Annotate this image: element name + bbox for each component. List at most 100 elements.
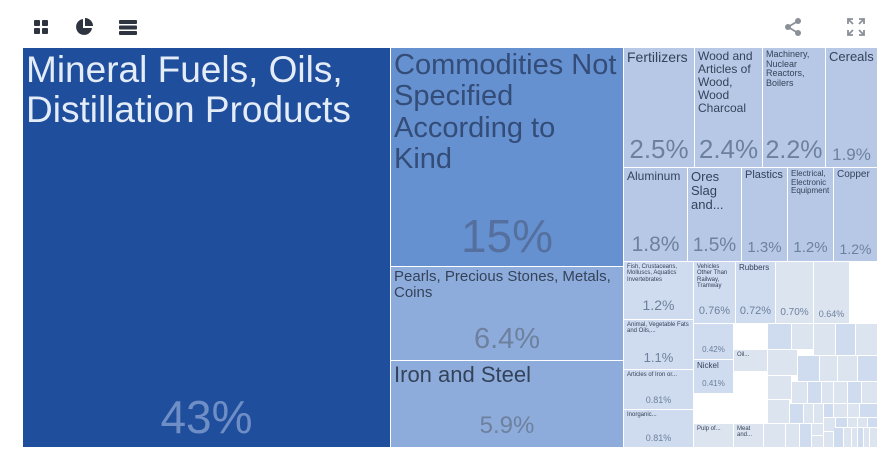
treemap-cell-articles-of-iron-or[interactable]: Articles of Iron or... 0.81% bbox=[624, 370, 694, 410]
fullscreen-icon[interactable] bbox=[843, 14, 869, 40]
treemap-small-cell[interactable] bbox=[834, 404, 848, 418]
treemap-cell-value: 6.4% bbox=[473, 323, 541, 355]
treemap-cell-value: 0.42% bbox=[702, 345, 725, 354]
treemap-cell-label: Fish, Crustaceans, Molluscs, Aquatics In… bbox=[627, 264, 678, 283]
treemap-small-cell[interactable] bbox=[856, 324, 878, 356]
treemap-cell-value: 43% bbox=[160, 391, 253, 443]
treemap-cell-fertilizers[interactable]: Fertilizers 2.5% bbox=[624, 48, 695, 168]
treemap-cell-aluminum[interactable]: Aluminum 1.8% bbox=[624, 168, 688, 262]
treemap-small-cell[interactable] bbox=[858, 356, 878, 382]
treemap-small-cell[interactable] bbox=[836, 324, 856, 356]
treemap-cell-pulp-of[interactable]: Pulp of... bbox=[694, 424, 734, 448]
treemap-cell-animal-vegetable-fats-and-oils[interactable]: Animal, Vegetable Fats and Oils,... 1.1% bbox=[624, 320, 694, 370]
treemap-cell-fish-crustaceans-molluscs-aquatics-invertebrates[interactable]: Fish, Crustaceans, Molluscs, Aquatics In… bbox=[624, 262, 694, 320]
treemap-cell-label: Mineral Fuels, Oils, Distillation Produc… bbox=[26, 49, 351, 130]
treemap-cell-value: 0.72% bbox=[739, 305, 772, 317]
treemap-cell-oil[interactable]: Oil... bbox=[734, 350, 768, 372]
treemap-cell-item-19[interactable]: 0.42% bbox=[694, 324, 734, 360]
treemap-cell-label: Plastics bbox=[745, 169, 783, 181]
treemap-cell-nickel[interactable]: Nickel 0.41% bbox=[694, 360, 734, 394]
treemap-cell-item-17[interactable]: 0.64% bbox=[814, 262, 850, 324]
treemap-small-cell[interactable] bbox=[792, 324, 814, 350]
treemap-cell-ores-slag-and[interactable]: Ores Slag and... 1.5% bbox=[688, 168, 742, 262]
treemap-small-cell[interactable] bbox=[858, 428, 864, 448]
treemap-small-cell[interactable] bbox=[844, 428, 852, 448]
grid-view-icon[interactable] bbox=[28, 14, 54, 40]
treemap-cell-iron-and-steel[interactable]: Iron and Steel 5.9% bbox=[391, 361, 624, 448]
treemap-small-cell[interactable] bbox=[800, 424, 812, 448]
treemap-small-cell[interactable] bbox=[790, 404, 804, 424]
treemap-cell-mineral-fuels-oils-distillation-products[interactable]: Mineral Fuels, Oils, Distillation Produc… bbox=[23, 48, 391, 448]
treemap-small-cell[interactable] bbox=[834, 382, 848, 404]
treemap-small-cell[interactable] bbox=[834, 428, 844, 448]
treemap-small-cell[interactable] bbox=[764, 424, 786, 448]
treemap-small-cell[interactable] bbox=[870, 428, 878, 448]
treemap-cell-value: 5.9% bbox=[479, 412, 535, 439]
treemap-cell-item-16[interactable]: 0.70% bbox=[776, 262, 814, 324]
treemap-small-cell[interactable] bbox=[862, 382, 878, 404]
treemap-small-cell[interactable] bbox=[812, 436, 824, 448]
treemap-cell-value: 2.4% bbox=[698, 134, 759, 164]
pie-chart-icon[interactable] bbox=[71, 14, 97, 40]
treemap-small-cell[interactable] bbox=[848, 382, 862, 404]
treemap-cell-label: Inorganic... bbox=[627, 412, 657, 418]
treemap-cell-label: Articles of Iron or... bbox=[627, 372, 678, 378]
treemap-cell-machinery-nuclear-reactors-boilers[interactable]: Machinery, Nuclear Reactors, Boilers 2.2% bbox=[763, 48, 826, 168]
treemap-cell-value: 1.2% bbox=[642, 297, 675, 313]
treemap-small-cell[interactable] bbox=[768, 324, 792, 350]
list-view-icon[interactable] bbox=[115, 14, 141, 40]
treemap-cell-value: 0.81% bbox=[645, 433, 672, 443]
treemap-cell-value: 0.81% bbox=[645, 395, 672, 405]
treemap-cell-wood-and-articles-of-wood-wood-charcoal[interactable]: Wood and Articles of Wood, Wood Charcoal… bbox=[695, 48, 763, 168]
treemap-cell-vehicles-other-than-railway-tramway[interactable]: Vehicles Other Than Railway, Tramway 0.76… bbox=[694, 262, 736, 324]
treemap-small-cell[interactable] bbox=[836, 418, 848, 428]
treemap-small-cell[interactable] bbox=[824, 404, 834, 418]
treemap-cell-commodities-not-specified-according-to-kind[interactable]: Commodities Not Specified According to K… bbox=[391, 48, 624, 267]
treemap-cell-value: 0.76% bbox=[698, 305, 731, 317]
treemap-cell-label: Copper bbox=[837, 169, 870, 180]
treemap-cell-cereals[interactable]: Cereals 1.9% bbox=[826, 48, 878, 168]
treemap-cell-label: Meat and... bbox=[737, 426, 753, 439]
treemap-small-cell[interactable] bbox=[814, 324, 836, 356]
treemap-small-cell[interactable] bbox=[814, 404, 824, 424]
treemap-small-cell[interactable] bbox=[852, 428, 858, 448]
treemap-small-cell[interactable] bbox=[822, 382, 834, 404]
treemap-small-cell[interactable] bbox=[838, 356, 858, 382]
treemap-cell-value: 1.3% bbox=[747, 239, 782, 256]
treemap-small-cell[interactable] bbox=[824, 418, 836, 432]
treemap-small-cell[interactable] bbox=[786, 424, 800, 448]
chart-toolbar bbox=[0, 0, 884, 48]
treemap-small-cell[interactable] bbox=[820, 356, 838, 382]
treemap-small-cell[interactable] bbox=[848, 404, 860, 418]
treemap-small-cell[interactable] bbox=[808, 382, 822, 404]
share-icon[interactable] bbox=[780, 14, 806, 40]
treemap-cell-inorganic[interactable]: Inorganic... 0.81% bbox=[624, 410, 694, 448]
treemap-small-cell[interactable] bbox=[792, 382, 808, 404]
treemap-small-cell[interactable] bbox=[768, 350, 798, 376]
treemap-small-cell[interactable] bbox=[860, 404, 878, 418]
treemap-cell-label: Machinery, Nuclear Reactors, Boilers bbox=[766, 49, 810, 89]
treemap-small-cell[interactable] bbox=[812, 424, 824, 436]
treemap-cell-plastics[interactable]: Plastics 1.3% bbox=[742, 168, 788, 262]
treemap-cell-rubbers[interactable]: Rubbers 0.72% bbox=[736, 262, 776, 324]
treemap-cell-pearls-precious-stones-metals-coins[interactable]: Pearls, Precious Stones, Metals, Coins 6.… bbox=[391, 267, 624, 361]
treemap-cell-label: Nickel bbox=[697, 361, 719, 370]
treemap-small-cell[interactable] bbox=[804, 404, 814, 424]
treemap-cell-meat-and[interactable]: Meat and... bbox=[734, 424, 764, 448]
treemap-small-cell[interactable] bbox=[768, 400, 790, 424]
treemap-cell-label: Pulp of... bbox=[697, 426, 721, 432]
treemap-cell-label: Rubbers bbox=[739, 263, 770, 272]
treemap-cell-label: Animal, Vegetable Fats and Oils,... bbox=[627, 322, 689, 335]
treemap-small-cell[interactable] bbox=[798, 356, 820, 382]
treemap-small-cell[interactable] bbox=[848, 418, 858, 428]
treemap-small-cell[interactable] bbox=[868, 418, 878, 428]
treemap-small-cell[interactable] bbox=[768, 376, 792, 400]
treemap-small-cell[interactable] bbox=[858, 418, 868, 428]
treemap-small-cell[interactable] bbox=[864, 428, 870, 448]
treemap-cell-value: 1.1% bbox=[643, 350, 674, 365]
treemap-small-cell[interactable] bbox=[824, 432, 834, 448]
treemap-cell-label: Ores Slag and... bbox=[691, 169, 724, 213]
treemap-cell-electrical-electronic-equipment[interactable]: Electrical, Electronic Equipment 1.2% bbox=[788, 168, 834, 262]
treemap-cell-copper[interactable]: Copper 1.2% bbox=[834, 168, 878, 262]
treemap-cell-value: 1.2% bbox=[793, 239, 828, 256]
